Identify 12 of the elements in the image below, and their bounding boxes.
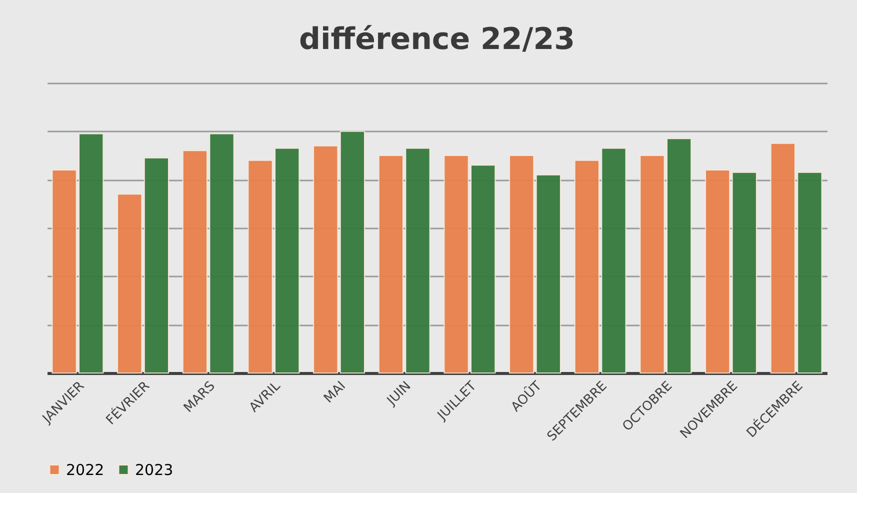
- bar: [313, 145, 338, 374]
- bar: [704, 170, 730, 374]
- legend-label: 2023: [135, 460, 174, 479]
- bar: [509, 155, 534, 374]
- bar: [732, 172, 757, 374]
- legend-label: 2022: [66, 460, 104, 479]
- bar: [340, 130, 365, 374]
- bar: [536, 174, 561, 374]
- chart-title: différence 22/23: [299, 22, 575, 57]
- x-tick-label: MAI: [321, 378, 349, 406]
- bar: [117, 194, 142, 374]
- bar: [144, 157, 170, 374]
